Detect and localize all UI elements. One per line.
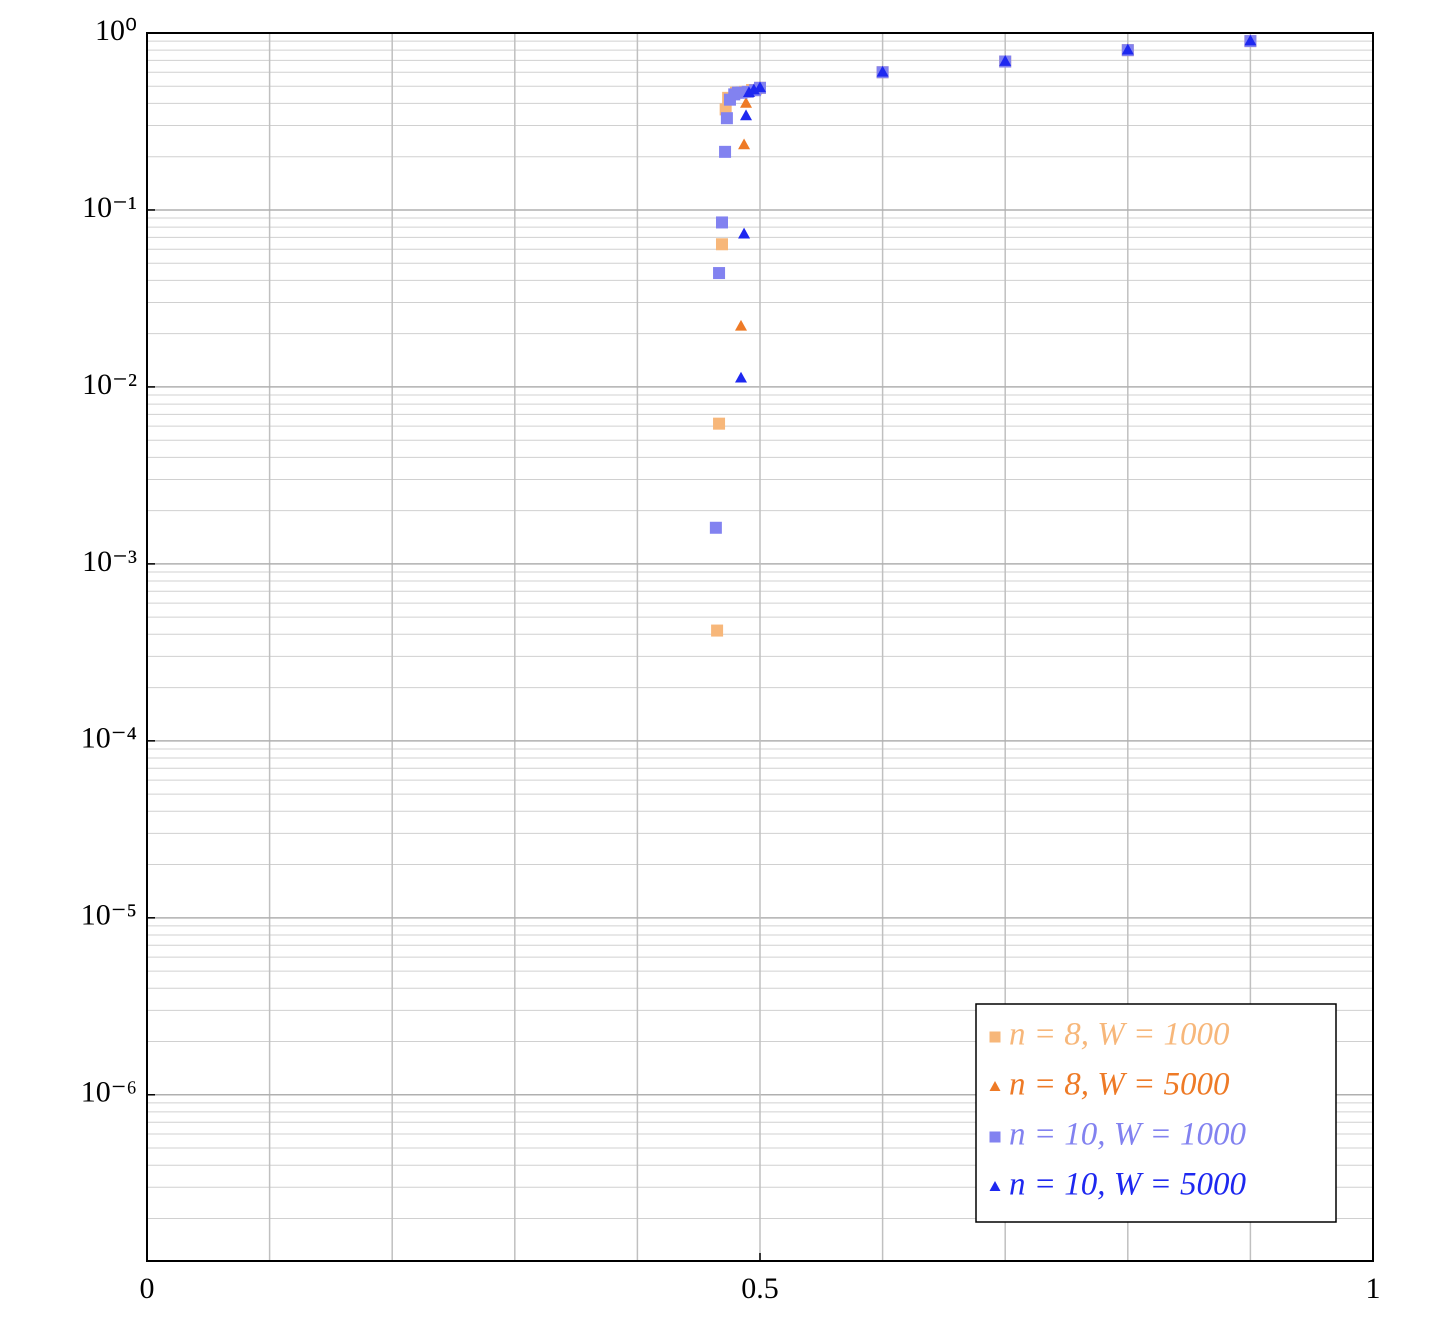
y-tick-label: 10⁰ bbox=[95, 14, 137, 47]
x-tick-label: 1 bbox=[1366, 1272, 1381, 1305]
x-tick-label: 0 bbox=[140, 1272, 155, 1305]
square-marker bbox=[989, 1131, 1001, 1143]
triangle-marker bbox=[734, 371, 747, 383]
legend-label: n = 10, W = 1000 bbox=[1009, 1117, 1247, 1153]
square-marker bbox=[711, 624, 724, 637]
square-marker bbox=[713, 417, 726, 430]
legend-label: n = 8, W = 1000 bbox=[1009, 1017, 1230, 1053]
triangle-marker bbox=[740, 109, 753, 121]
triangle-marker bbox=[999, 55, 1012, 66]
triangle-marker bbox=[740, 96, 753, 108]
x-tick-label: 0.5 bbox=[741, 1272, 779, 1305]
triangle-marker bbox=[738, 227, 751, 239]
triangle-marker bbox=[734, 319, 747, 331]
triangle-marker bbox=[738, 138, 751, 150]
square-marker bbox=[709, 521, 722, 534]
y-tick-label: 10⁻⁵ bbox=[81, 899, 137, 932]
triangle-marker bbox=[876, 65, 889, 77]
square-marker bbox=[713, 267, 726, 280]
legend-label: n = 10, W = 5000 bbox=[1009, 1167, 1247, 1203]
square-marker bbox=[719, 145, 732, 158]
y-tick-label: 10⁻² bbox=[82, 368, 137, 401]
legend-label: n = 8, W = 5000 bbox=[1009, 1067, 1230, 1103]
square-marker bbox=[715, 238, 728, 251]
square-marker bbox=[715, 216, 728, 229]
legend-box bbox=[975, 1003, 1337, 1223]
triangle-marker bbox=[1121, 43, 1134, 55]
y-tick-label: 10⁻⁶ bbox=[81, 1076, 137, 1109]
triangle-marker bbox=[989, 1181, 1001, 1191]
y-tick-label: 10⁻⁴ bbox=[81, 722, 137, 755]
y-tick-label: 10⁻³ bbox=[82, 545, 137, 578]
triangle-marker bbox=[989, 1081, 1001, 1091]
plot-frame bbox=[146, 32, 1374, 1262]
y-tick-label: 10⁻¹ bbox=[82, 191, 137, 224]
square-marker bbox=[720, 112, 733, 125]
triangle-marker bbox=[1244, 34, 1257, 46]
triangle-marker bbox=[754, 81, 766, 93]
square-marker bbox=[989, 1031, 1001, 1043]
